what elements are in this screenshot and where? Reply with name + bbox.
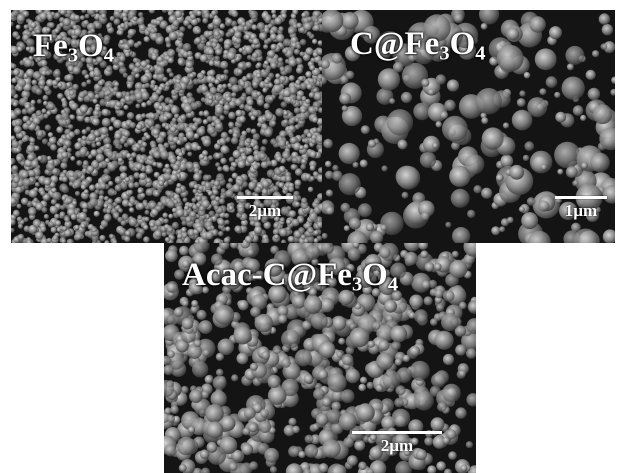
scale-bar-acac-c-fe3o4: 2µm [352,431,442,454]
sem-panel-fe3o4: Fe3O4 2µm [11,10,322,243]
scale-bar-fe3o4: 2µm [237,196,293,219]
scale-bar-label-acac-c-fe3o4: 2µm [380,436,414,455]
sem-image-c-fe3o4 [322,10,615,243]
panel-label-fe3o4: Fe3O4 [33,28,114,67]
scale-bar-label-fe3o4: 2µm [248,201,282,220]
scale-bar-label-c-fe3o4: 1µm [564,201,598,220]
panel-label-acac-c-fe3o4: Acac-C@Fe3O4 [182,257,399,296]
panel-label-c-fe3o4: C@Fe3O4 [350,26,486,65]
sem-image-fe3o4 [11,10,322,243]
sem-image-acac-c-fe3o4 [164,243,476,473]
sem-panel-c-fe3o4: C@Fe3O4 1µm [322,10,615,243]
scale-bar-c-fe3o4: 1µm [555,196,607,219]
sem-panel-acac-c-fe3o4: Acac-C@Fe3O4 2µm [164,243,476,473]
